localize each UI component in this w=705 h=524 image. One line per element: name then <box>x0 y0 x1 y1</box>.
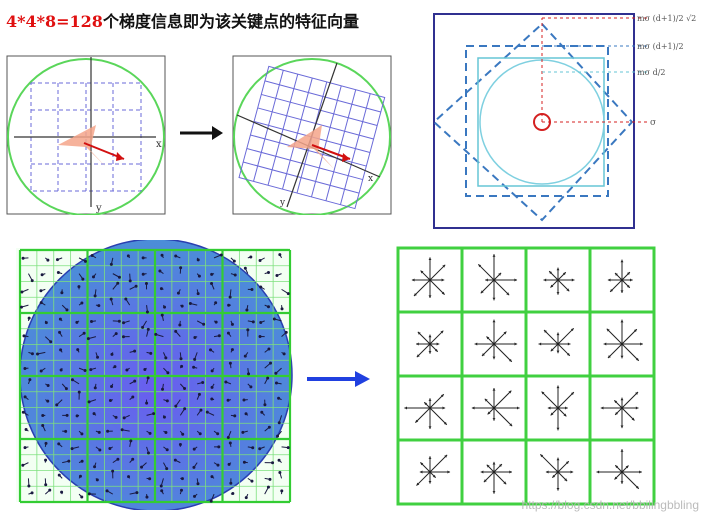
scale-label-1: mσ (d+1)/2 √2 <box>637 14 696 23</box>
gradient-fan <box>58 125 106 167</box>
descriptor-histogram-grid <box>396 246 656 508</box>
descriptor-arrow <box>305 370 371 392</box>
axis-x-label: x <box>156 139 162 150</box>
rotated-neighborhood-diagram: x y <box>232 55 392 216</box>
scale-radius-svg: mσ (d+1)/2 √2 mσ (d+1)/2 mσ d/2 σ <box>432 13 696 229</box>
rotated-neighborhood-svg: x y <box>232 55 392 216</box>
scale-radius-diagram: mσ (d+1)/2 √2 mσ (d+1)/2 mσ d/2 σ <box>432 12 696 230</box>
descriptor-histogram-svg <box>396 246 656 506</box>
scale-label-2: mσ (d+1)/2 <box>637 42 684 51</box>
gradient-field-svg <box>16 238 293 512</box>
axis-y-label: y <box>95 203 102 214</box>
rotation-arrow <box>178 124 224 146</box>
rot-axis-x-label: x <box>368 174 373 184</box>
aligned-neighborhood-diagram: x y <box>6 55 166 216</box>
rot-axis-y-label: y <box>279 198 286 208</box>
scale-label-3: mσ d/2 <box>637 68 666 77</box>
scale-label-4: σ <box>650 118 656 128</box>
watermark: https://blog.csdn.net/bbilingbbling <box>521 498 699 512</box>
gradient-field-diagram <box>8 238 298 512</box>
title-highlight: 4*4*8=128 <box>6 12 103 31</box>
aligned-neighborhood-svg: x y <box>6 55 166 216</box>
title-text: 个梯度信息即为该关键点的特征向量 <box>102 12 359 31</box>
page-title: 4*4*8=128个梯度信息即为该关键点的特征向量 <box>6 8 359 32</box>
